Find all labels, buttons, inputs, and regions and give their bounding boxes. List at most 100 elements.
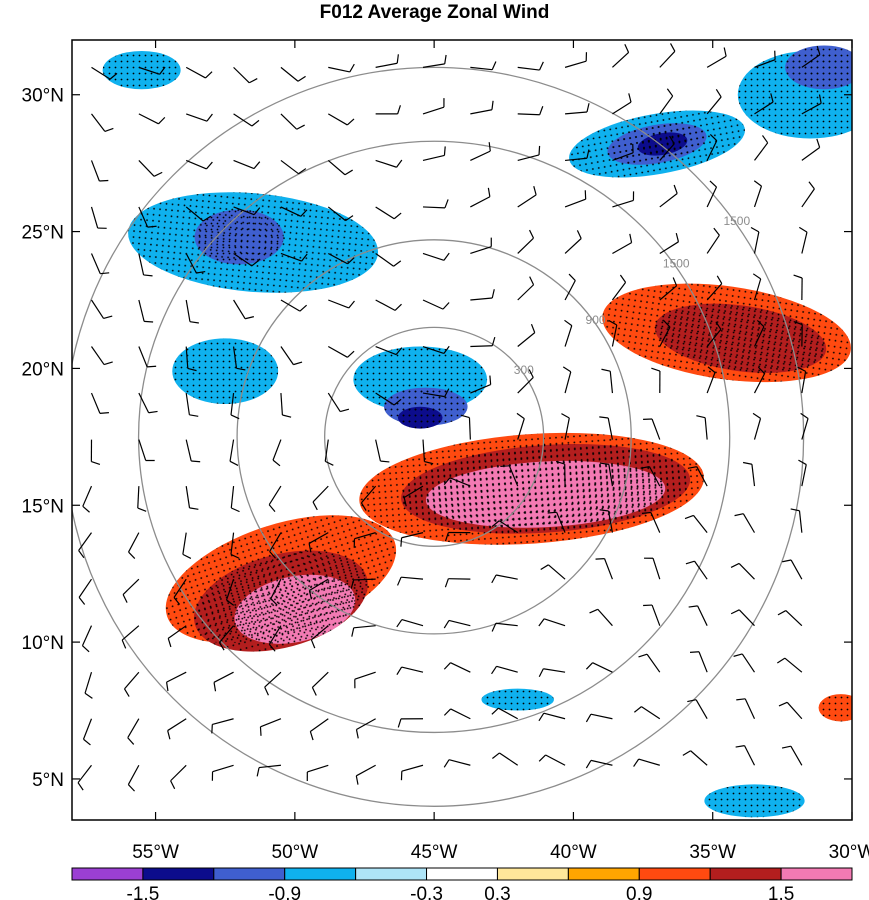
- wind-barb: [706, 227, 720, 254]
- wind-barb: [688, 605, 708, 626]
- wind-barb: [138, 113, 166, 125]
- wind-barb: [269, 532, 282, 559]
- stipple-region: [234, 574, 356, 644]
- colorbar-swatch: [780, 867, 853, 881]
- wind-barb: [90, 392, 109, 414]
- wind-barb: [233, 66, 258, 84]
- wind-barb: [517, 229, 535, 254]
- wind-barb: [734, 513, 756, 533]
- wind-barb: [138, 160, 163, 177]
- lat-tick-label: 30°N: [22, 86, 64, 107]
- wind-barb: [801, 181, 815, 208]
- wind-barb-layer: [77, 43, 822, 792]
- plot-area: 300 900 1500 1500: [72, 40, 852, 820]
- colorbar-label: -0.3: [410, 884, 443, 900]
- wind-barb: [706, 89, 722, 115]
- wind-barb: [78, 578, 92, 605]
- wind-barb: [706, 133, 718, 161]
- wind-barb: [90, 206, 107, 229]
- wind-barb: [564, 230, 582, 254]
- wind-barb: [138, 346, 157, 368]
- wind-barb: [612, 44, 630, 68]
- wind-barb: [793, 274, 803, 301]
- wind-barb: [730, 609, 755, 627]
- wind-barb: [538, 618, 566, 627]
- wind-barb: [538, 668, 566, 678]
- colorbar-label: 1.5: [768, 884, 794, 900]
- wind-barb: [123, 671, 140, 697]
- wind-barb: [540, 564, 566, 580]
- wind-barb: [564, 273, 576, 301]
- range-ring: [236, 239, 632, 635]
- wind-barb: [612, 93, 632, 115]
- wind-barb: [782, 559, 803, 580]
- colorbar-label: -1.5: [127, 884, 160, 900]
- wind-barb: [659, 184, 678, 208]
- wind-barb: [211, 764, 234, 781]
- wind-barb: [517, 61, 544, 71]
- wind-barb: [801, 45, 821, 68]
- wind-barb: [793, 321, 803, 347]
- wind-barb: [280, 393, 292, 418]
- wind-barb: [444, 531, 471, 542]
- wind-barb: [516, 412, 525, 440]
- wind-barb: [470, 187, 491, 208]
- wind-barb: [754, 50, 776, 68]
- wind-barb: [565, 149, 590, 162]
- wind-barb: [564, 190, 587, 208]
- wind-barb: [798, 459, 807, 487]
- wind-barb: [90, 439, 101, 465]
- stipple-region: [704, 784, 805, 818]
- wind-barb: [736, 698, 756, 719]
- wind-barb: [328, 63, 355, 73]
- wind-barb: [517, 145, 541, 162]
- significance-stipple-layer: [102, 45, 852, 818]
- wind-barb: [422, 345, 450, 355]
- colorbar-swatch: [638, 867, 711, 881]
- range-ring-layer: 300 900 1500 1500: [72, 66, 805, 807]
- wind-barb: [185, 159, 213, 170]
- wind-barb: [742, 461, 756, 487]
- wind-barb: [565, 103, 590, 115]
- wind-barb: [555, 460, 566, 487]
- lon-tick-label: 35°W: [689, 842, 736, 863]
- wind-barb: [233, 113, 260, 127]
- wind-barb: [375, 299, 402, 311]
- wind-barb: [470, 237, 492, 255]
- colorbar-swatch: [284, 867, 357, 881]
- wind-barb: [185, 66, 213, 79]
- wind-barb: [470, 100, 494, 115]
- wind-barb: [375, 252, 402, 267]
- wind-barb: [687, 466, 708, 487]
- wind-barb: [470, 61, 497, 71]
- wind-barb: [750, 226, 760, 254]
- wind-barb: [643, 604, 661, 626]
- wind-barb: [213, 671, 234, 692]
- wind-barb: [599, 462, 614, 487]
- wind-barb: [185, 486, 199, 510]
- wind-barb: [280, 159, 307, 175]
- wind-barb: [601, 368, 614, 394]
- colorbar-swatch: [71, 867, 144, 881]
- wind-barb: [800, 412, 809, 440]
- wind-barb: [182, 532, 192, 559]
- wind-barb: [470, 289, 495, 301]
- wind-barb: [280, 346, 303, 366]
- wind-barb: [173, 578, 187, 605]
- wind-barb: [309, 718, 329, 741]
- wind-barb: [77, 764, 92, 791]
- wind-barb: [641, 511, 661, 533]
- wind-barb: [659, 320, 671, 347]
- colorbar: -1.5 -0.9 -0.3 0.3 0.9 1.5: [71, 867, 853, 900]
- wind-barb: [312, 485, 329, 511]
- wind-barb: [375, 345, 403, 356]
- wind-barb: [185, 392, 199, 417]
- wind-barb: [685, 560, 708, 580]
- wind-barb: [659, 43, 676, 68]
- wind-barb: [360, 485, 377, 511]
- wind-barb: [375, 105, 401, 115]
- wind-barb: [733, 653, 755, 673]
- wind-barb: [612, 143, 634, 161]
- wind-barb: [562, 366, 572, 394]
- wind-barb: [470, 375, 492, 394]
